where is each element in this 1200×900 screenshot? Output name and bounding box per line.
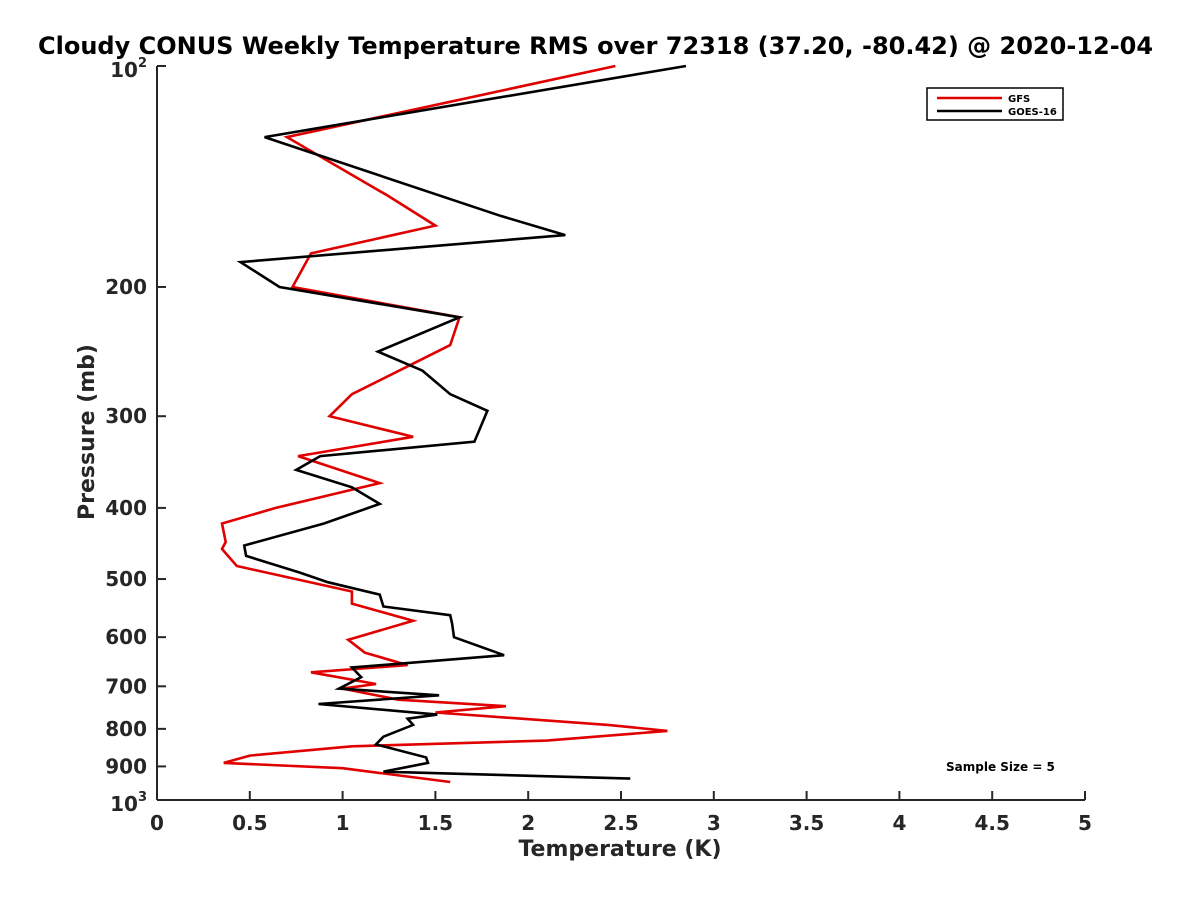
legend: GFS GOES-16 xyxy=(926,87,1064,121)
y-tick-label: 700 xyxy=(105,674,147,698)
x-tick-label: 4 xyxy=(892,811,906,835)
x-tick-label: 3 xyxy=(707,811,721,835)
x-tick-label: 0.5 xyxy=(232,811,267,835)
y-tick-label: 102 xyxy=(110,56,147,82)
y-tick-label: 500 xyxy=(105,567,147,591)
x-axis-label: Temperature (K) xyxy=(518,837,721,862)
chart-title: Cloudy CONUS Weekly Temperature RMS over… xyxy=(38,32,1153,60)
x-tick-label: 1 xyxy=(336,811,350,835)
series-line-gfs xyxy=(220,64,668,784)
x-tick-label: 4.5 xyxy=(974,811,1009,835)
x-tick-label: 2 xyxy=(521,811,535,835)
y-tick-exponent: 3 xyxy=(138,790,147,805)
y-tick-label: 600 xyxy=(105,625,147,649)
sample-size-annotation: Sample Size = 5 xyxy=(946,760,1055,774)
legend-box xyxy=(926,87,1064,121)
x-tick-label: 0 xyxy=(150,811,164,835)
y-tick-label: 200 xyxy=(105,275,147,299)
y-axis-label: Pressure (mb) xyxy=(75,344,100,520)
y-tick-label: 900 xyxy=(105,754,147,778)
y-tick-base: 10 xyxy=(110,58,138,82)
y-tick-label: 103 xyxy=(110,790,147,816)
y-tick-label: 800 xyxy=(105,717,147,741)
series-lines xyxy=(220,64,687,784)
x-tick-label: 5 xyxy=(1078,811,1092,835)
plot-area: 0 0.5 1 1.5 2 2.5 3 3.5 4 4.5 5 102200300400500600… xyxy=(105,56,1092,835)
y-tick-exponent: 2 xyxy=(138,56,147,71)
y-tick-label: 400 xyxy=(105,496,147,520)
y-tick-label: 300 xyxy=(105,404,147,428)
x-ticks: 0 0.5 1 1.5 2 2.5 3 3.5 4 4.5 5 xyxy=(150,791,1092,835)
series-line-goes-16 xyxy=(236,64,687,780)
x-tick-label: 3.5 xyxy=(789,811,824,835)
legend-label: GFS xyxy=(1008,94,1030,105)
legend-label: GOES-16 xyxy=(1008,107,1057,118)
x-tick-label: 1.5 xyxy=(418,811,453,835)
y-tick-base: 10 xyxy=(110,792,138,816)
x-tick-label: 2.5 xyxy=(603,811,638,835)
